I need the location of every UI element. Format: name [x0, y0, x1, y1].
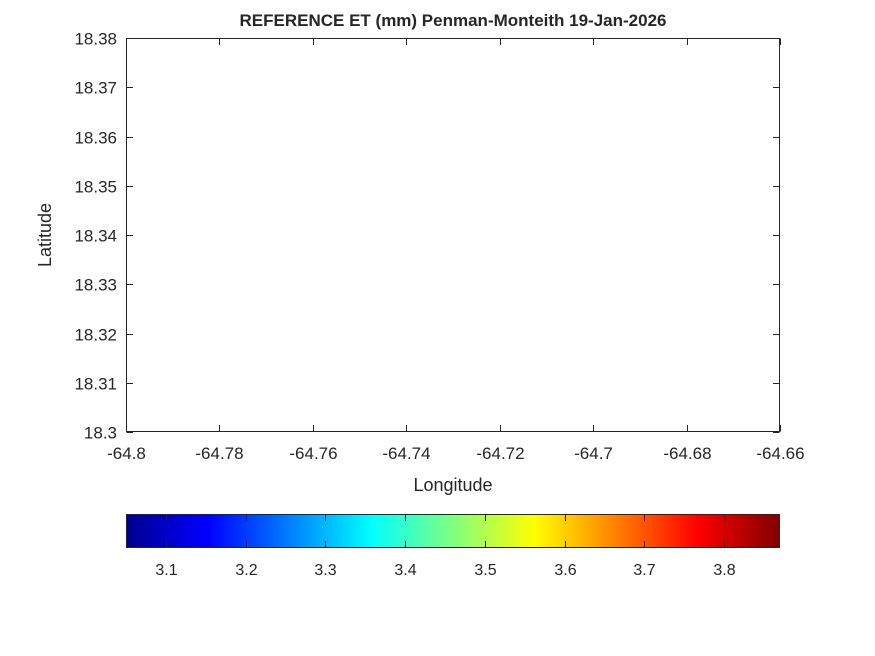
- colorbar-ticks: 3.1 3.2 3.3 3.4 3.5 3.6 3.7 3.8: [155, 514, 736, 579]
- y-tick-label: 18.3: [84, 424, 117, 443]
- colorbar-tick-label: 3.1: [155, 562, 177, 579]
- y-axis-label: Latitude: [35, 203, 55, 267]
- x-axis-label: Longitude: [413, 475, 492, 495]
- x-tick-label: -64.66: [756, 444, 804, 463]
- colorbar: 3.1 3.2 3.3 3.4 3.5 3.6 3.7 3.8: [126, 514, 780, 579]
- colorbar-tick-label: 3.5: [474, 562, 496, 579]
- y-axis-ticks: 18.3 18.31 18.32 18.33 18.34 18.35 18.36 18.37 1…: [74, 30, 780, 443]
- x-tick-label: -64.78: [195, 444, 243, 463]
- x-tick-label: -64.72: [476, 444, 524, 463]
- y-tick-label: 18.34: [74, 227, 117, 246]
- x-tick-label: -64.68: [663, 444, 711, 463]
- y-tick-label: 18.37: [74, 79, 117, 98]
- chart-title: REFERENCE ET (mm) Penman-Monteith 19-Jan…: [240, 11, 667, 30]
- x-tick-label: -64.8: [107, 444, 146, 463]
- y-tick-label: 18.33: [74, 276, 117, 295]
- colorbar-tick-label: 3.4: [394, 562, 416, 579]
- colorbar-gradient: [126, 514, 780, 548]
- colorbar-tick-label: 3.6: [554, 562, 576, 579]
- y-tick-label: 18.32: [74, 326, 117, 345]
- y-tick-label: 18.35: [74, 178, 117, 197]
- y-tick-label: 18.38: [74, 30, 117, 49]
- colorbar-tick-label: 3.2: [235, 562, 257, 579]
- y-tick-label: 18.31: [74, 375, 117, 394]
- plot-area: [126, 38, 780, 432]
- colorbar-tick-label: 3.7: [633, 562, 655, 579]
- x-axis-ticks: -64.8 -64.78 -64.76 -64.74 -64.72 -64.7 -64.68…: [107, 38, 805, 463]
- y-tick-label: 18.36: [74, 129, 117, 148]
- colorbar-tick-label: 3.8: [713, 562, 735, 579]
- x-tick-label: -64.7: [574, 444, 613, 463]
- x-tick-label: -64.76: [289, 444, 337, 463]
- x-tick-label: -64.74: [382, 444, 430, 463]
- colorbar-tick-label: 3.3: [314, 562, 336, 579]
